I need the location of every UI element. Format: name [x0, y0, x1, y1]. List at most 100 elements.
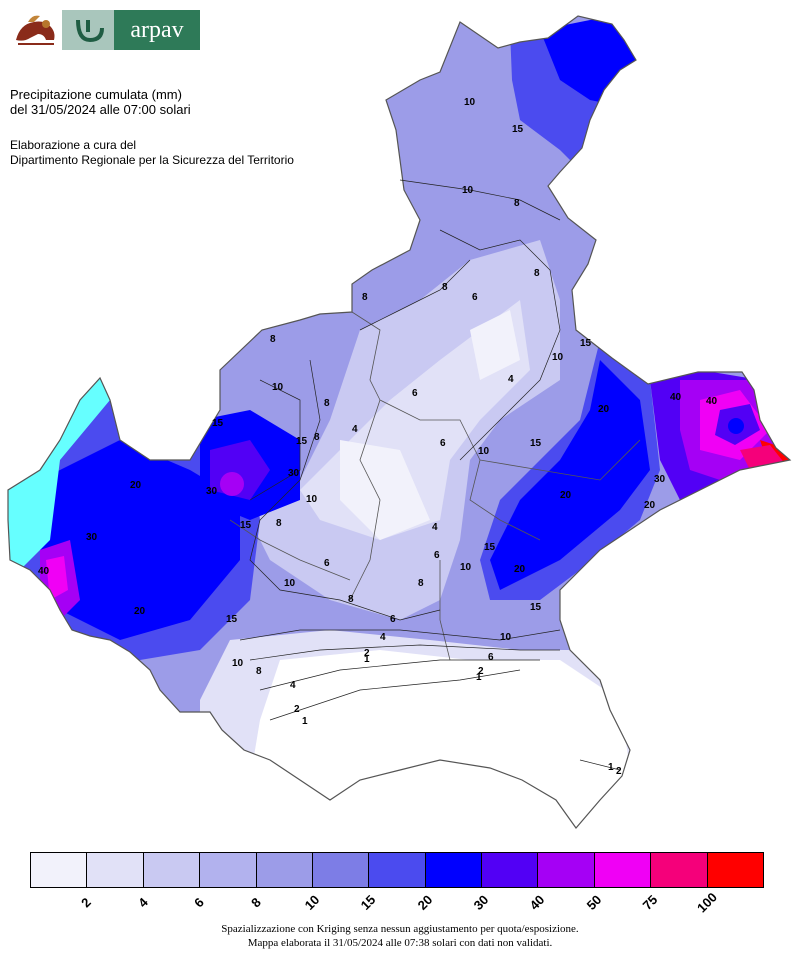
contour-label: 30	[206, 486, 218, 497]
title-line-1: Precipitazione cumulata (mm)	[10, 87, 182, 102]
contour-label: 10	[306, 494, 318, 505]
contour-label: 10	[478, 446, 490, 457]
contour-label: 40	[670, 392, 682, 403]
legend-swatch	[311, 852, 370, 888]
contour-label: 15	[484, 542, 496, 553]
contour-label: 10	[272, 382, 284, 393]
contour-label: 8	[324, 398, 330, 409]
legend-swatch	[142, 852, 201, 888]
legend-swatch	[30, 852, 88, 888]
legend-swatch	[86, 852, 144, 888]
contour-label: 10	[552, 352, 564, 363]
contour-label: 4	[508, 374, 514, 385]
contour-label: 10	[462, 185, 474, 196]
legend-swatch	[593, 852, 652, 888]
contour-label: 2	[616, 766, 622, 777]
contour-label: 10	[500, 632, 512, 643]
contour-label: 40	[706, 396, 718, 407]
contour-label: 6	[324, 558, 330, 569]
legend-label: 40	[527, 892, 548, 913]
contour-label: 1	[608, 762, 614, 773]
map-title: Precipitazione cumulata (mm) del 31/05/2…	[10, 87, 191, 117]
contour-label: 8	[514, 198, 520, 209]
contour-label: 8	[348, 594, 354, 605]
precipitation-map: 10 15 10 8 8 6 8 8 4 6 10 15 8 10 8 15 1…	[7, 15, 792, 829]
contour-label: 1	[364, 654, 370, 665]
legend-label: 10	[301, 892, 323, 913]
legend-swatch	[199, 852, 257, 888]
legend-label: 2	[78, 894, 95, 911]
arpav-mark-icon	[62, 10, 114, 50]
legend-label: 4	[134, 894, 151, 911]
contour-label: 10	[232, 658, 244, 669]
contour-label: 15	[226, 614, 238, 625]
contour-label: 2	[364, 648, 370, 659]
contour-label: 4	[290, 680, 296, 691]
contour-label: 15	[580, 338, 592, 349]
precipitation-fill	[8, 16, 790, 828]
contour-label: 2	[478, 666, 484, 677]
contour-label: 10	[460, 562, 472, 573]
contour-label: 6	[390, 614, 396, 625]
contour-label: 15	[530, 602, 542, 613]
contour-label: 8	[256, 666, 262, 677]
contour-label: 20	[644, 500, 656, 511]
contour-label: 6	[488, 652, 494, 663]
contour-label: 1	[302, 716, 308, 727]
contour-label: 4	[352, 424, 358, 435]
footer-line-2: Mappa elaborata il 31/05/2024 alle 07:38…	[247, 937, 553, 949]
contour-label: 6	[440, 438, 446, 449]
contour-label: 30	[288, 468, 300, 479]
contour-label: 2	[294, 704, 300, 715]
legend-swatch	[650, 852, 708, 888]
legend-label: 30	[470, 892, 492, 913]
isohyets	[239, 179, 621, 771]
contour-label: 6	[472, 292, 478, 303]
credit-line-2: Dipartimento Regionale per la Sicurezza …	[10, 153, 294, 167]
legend-swatch	[481, 852, 539, 888]
contour-label: 20	[514, 564, 526, 575]
lion-of-st-mark-icon	[10, 10, 62, 50]
contour-label: 4	[432, 522, 438, 533]
contour-label: 15	[240, 520, 252, 531]
contour-label: 10	[284, 578, 296, 589]
legend-bar	[30, 852, 764, 890]
legend-swatch	[706, 852, 764, 888]
arpav-logo: arpav	[10, 10, 200, 50]
contour-label: 40	[38, 566, 50, 577]
legend-swatch	[424, 852, 483, 888]
contour-label: 15	[530, 438, 542, 449]
legend-label: 75	[639, 892, 661, 913]
credit-text: Elaborazione a cura del Dipartimento Reg…	[10, 138, 294, 168]
contour-label: 8	[270, 334, 276, 345]
title-line-2: del 31/05/2024 alle 07:00 solari	[10, 102, 191, 117]
legend-label: 6	[191, 894, 207, 911]
legend-label: 50	[583, 892, 605, 913]
contour-label: 20	[598, 404, 610, 415]
contour-label: 8	[534, 268, 540, 279]
legend-label: 100	[693, 889, 720, 916]
legend-label: 20	[414, 892, 436, 913]
contour-label: 1	[476, 672, 482, 683]
legend-swatch	[537, 852, 595, 888]
contour-label: 30	[86, 532, 98, 543]
contour-label: 4	[380, 632, 386, 643]
legend-swatch	[255, 852, 313, 888]
contour-label: 8	[418, 578, 424, 589]
contour-label: 20	[134, 606, 146, 617]
contour-label: 15	[296, 436, 308, 447]
contour-label: 20	[560, 490, 572, 501]
logo-wordmark: arpav	[114, 10, 200, 50]
contour-label: 8	[276, 518, 282, 529]
contour-label: 8	[362, 292, 368, 303]
contour-label: 30	[654, 474, 666, 485]
isohyet-labels: 10 15 10 8 8 6 8 8 4 6 10 15 8 10 8 15 1…	[38, 97, 718, 777]
contour-label: 20	[130, 480, 142, 491]
region-boundary	[7, 15, 792, 829]
contour-label: 15	[512, 124, 524, 135]
contour-label: 15	[212, 418, 224, 429]
legend-label: 8	[247, 894, 264, 911]
contour-label: 8	[314, 432, 320, 443]
legend-label: 15	[357, 892, 379, 913]
credit-line-1: Elaborazione a cura del	[10, 138, 137, 152]
